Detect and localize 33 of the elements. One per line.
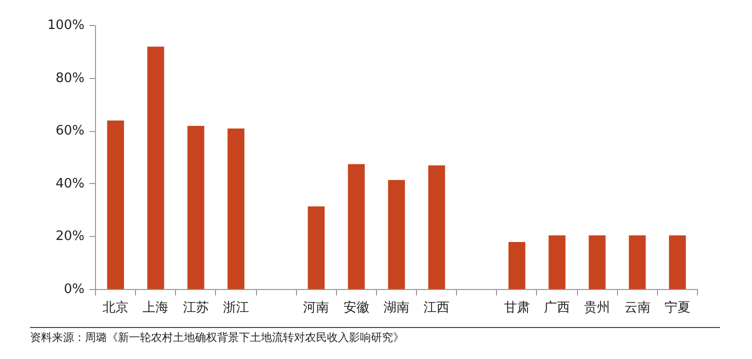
x-tick-label: 上海 [142,300,169,316]
bar [508,242,526,290]
x-tick-label: 江西 [424,300,450,316]
x-tick-label: 江苏 [182,300,209,316]
bar [107,120,124,290]
y-tick-label: 80% [56,70,85,86]
x-tick-label: 安徽 [343,300,370,316]
y-tick-label: 0% [64,282,84,297]
bar [388,180,405,290]
x-tick-label: 云南 [624,300,650,316]
x-tick-label: 甘肃 [504,300,530,316]
x-tick-label: 宁夏 [664,300,690,316]
bar [228,128,244,290]
y-tick-label: 20% [56,229,85,244]
y-tick-label: 100% [47,18,85,33]
x-tick-label: 浙江 [222,300,249,316]
bar [308,206,325,290]
x-tick-label: 湖南 [384,300,410,316]
bar [428,165,446,290]
y-tick-label: 60% [56,124,85,139]
bar [147,46,164,290]
x-tick-label: 河南 [303,300,330,316]
bar [187,126,204,290]
bar [669,235,686,290]
x-tick-label: 北京 [102,300,129,316]
y-tick-label: 40% [56,176,85,192]
bar [628,235,646,290]
bar [548,235,566,290]
bar [348,164,365,290]
text: 资料来源：周璐《新一轮农村土地确权背景下土地流转对农民收入影响研究》 [30,330,404,346]
x-tick-label: 广西 [544,300,570,316]
bar [588,235,606,290]
x-tick-label: 贵州 [584,300,610,316]
